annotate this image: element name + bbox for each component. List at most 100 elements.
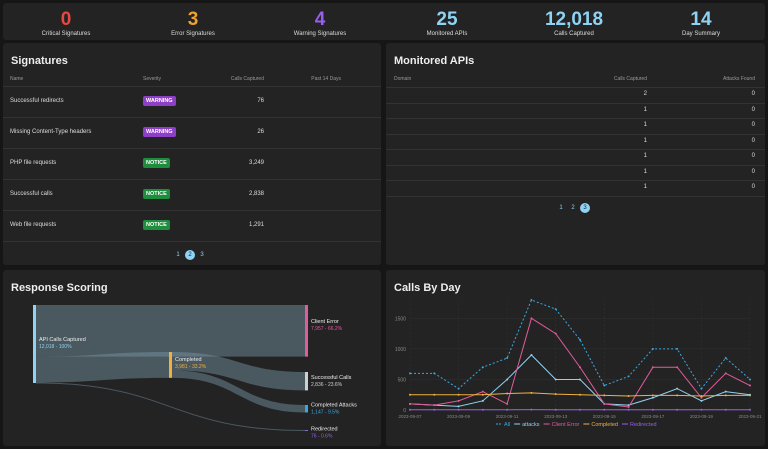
point — [409, 408, 411, 411]
legend-label[interactable]: attacks — [522, 422, 540, 428]
page-button[interactable]: 1 — [176, 252, 180, 258]
point — [433, 408, 436, 411]
column-header: Calls Captured — [613, 76, 647, 82]
point — [554, 378, 557, 381]
row-divider — [3, 210, 381, 211]
point — [724, 394, 727, 397]
point — [481, 408, 484, 411]
column-header: Calls Captured — [230, 76, 264, 82]
legend-label[interactable]: Client Error — [552, 422, 580, 428]
point — [651, 408, 654, 411]
legend-label[interactable]: Redirected — [630, 422, 657, 428]
attacks-found: 0 — [751, 137, 755, 144]
point — [433, 404, 436, 407]
node-label: 1,147 - 9.5% — [311, 410, 340, 416]
calls-captured: 1 — [643, 168, 647, 175]
page-button[interactable]: 1 — [559, 205, 563, 211]
signature-name: Missing Content-Type headers — [10, 129, 92, 135]
row-divider — [3, 241, 381, 242]
row-divider — [3, 86, 381, 87]
attacks-found: 0 — [751, 153, 755, 159]
page-button[interactable]: 3 — [200, 252, 204, 258]
calls-captured: 3,249 — [248, 160, 264, 166]
calls-captured: 1 — [643, 106, 647, 113]
point — [579, 366, 581, 369]
y-tick-label: 500 — [398, 377, 407, 383]
severity-badge: WARNING — [143, 127, 176, 137]
point — [506, 378, 509, 381]
panel-title: Response Scoring — [11, 282, 108, 294]
page-button[interactable]: 2 — [185, 250, 195, 260]
stat-value: 25 — [436, 9, 458, 30]
x-tick-label: 2023-09-13 — [544, 414, 568, 419]
row-divider — [386, 87, 765, 88]
point — [700, 387, 703, 390]
page-button[interactable]: 2 — [571, 205, 575, 211]
x-tick-label: 2023-09-15 — [593, 414, 617, 419]
column-header: Past 14 Days — [311, 76, 341, 82]
stat: 4 Warning Signatures — [260, 9, 380, 37]
legend-label[interactable]: Completed — [591, 422, 618, 428]
point — [457, 387, 460, 390]
node-name: API Calls Captured — [39, 337, 86, 343]
point — [603, 402, 606, 405]
point — [676, 366, 679, 369]
point — [603, 408, 606, 411]
point — [530, 391, 533, 394]
row-divider — [3, 117, 381, 118]
y-tick-label: 1000 — [395, 347, 406, 353]
page-button[interactable]: 3 — [580, 203, 590, 213]
apis-panel: Monitored APIs Domain Calls Captured Attack… — [386, 43, 765, 265]
point — [506, 402, 509, 405]
point — [481, 399, 484, 402]
sankey-link — [36, 352, 169, 383]
point — [749, 384, 751, 387]
point — [530, 354, 533, 356]
column-header: Severity — [143, 76, 162, 82]
row-divider — [386, 102, 765, 104]
node-label: 3,981 - 33.2% — [175, 364, 207, 370]
stat-label: Calls Captured — [554, 31, 594, 37]
line-series — [410, 299, 751, 390]
point — [554, 308, 557, 311]
point — [579, 408, 581, 411]
point — [530, 408, 533, 411]
point — [554, 408, 557, 411]
point — [457, 393, 460, 396]
stat: 25 Monitored APIs — [387, 9, 507, 37]
point — [724, 390, 727, 393]
point — [724, 372, 727, 375]
node-name: Completed Attacks — [311, 403, 357, 409]
sankey-link — [172, 370, 305, 413]
calls-captured: 2 — [643, 91, 647, 97]
point — [749, 394, 751, 397]
stat-value: 4 — [314, 9, 326, 30]
point — [506, 408, 509, 411]
point — [749, 408, 751, 411]
calls-captured: 1 — [643, 137, 647, 144]
signatures-panel: Signatures Name Severity Calls Captured Past… — [3, 43, 381, 265]
scoring-panel: Response Scoring API Calls Captured 12,01… — [3, 270, 381, 446]
node-label: 7,957 - 66.2% — [311, 326, 343, 332]
point — [676, 387, 679, 390]
stat-label: Critical Signatures — [41, 31, 91, 37]
stat: 14 Day Summary — [641, 9, 761, 37]
sankey-node — [305, 405, 308, 413]
y-tick-label: 1500 — [395, 316, 406, 322]
legend-label[interactable]: All — [504, 422, 510, 428]
point — [651, 396, 654, 399]
point — [676, 394, 679, 397]
row-divider — [386, 196, 765, 197]
attacks-found: 0 — [751, 122, 755, 128]
sankey-node — [305, 372, 308, 391]
sankey-node — [33, 305, 36, 383]
point — [409, 402, 411, 405]
x-tick-label: 2023-09-17 — [641, 414, 665, 419]
calls-captured: 1,291 — [248, 222, 264, 228]
calls-captured: 1 — [643, 184, 647, 190]
stat-label: Monitored APIs — [426, 31, 468, 37]
panel-title: Signatures — [11, 55, 68, 67]
point — [457, 405, 460, 408]
point — [603, 394, 606, 397]
column-header: Domain — [394, 76, 412, 82]
